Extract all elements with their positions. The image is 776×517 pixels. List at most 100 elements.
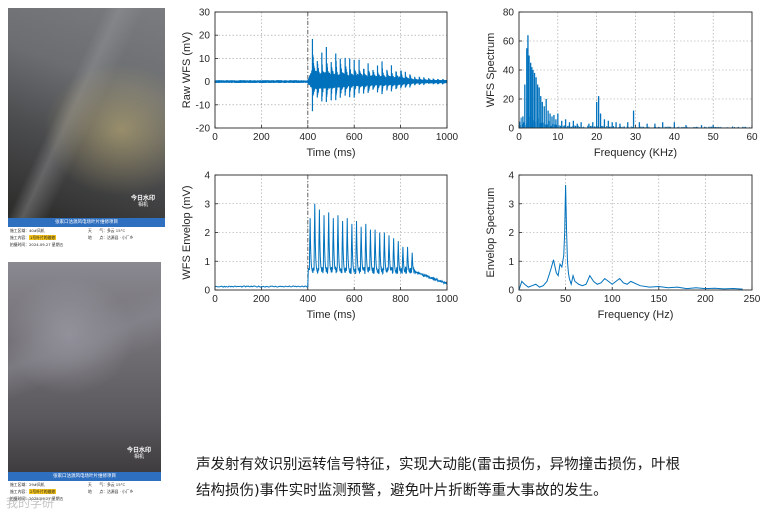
blade-photo-top: 今日水印 相机 张家口沽源风电场叶片维修项目 施工区域：40#风机 天 气：多云 … <box>8 8 165 256</box>
x-tick-label: 250 <box>744 294 761 305</box>
info-label: 施工区域： <box>10 228 29 233</box>
caption-line-2: 结构损伤)事件实时监测预警，避免叶片折断等重大事故的发生。 <box>196 483 608 499</box>
stamp-subtitle: 相机 <box>137 202 148 208</box>
project-title: 张家口沽源风电场叶片维修项目 <box>8 472 161 481</box>
x-tick-label: 800 <box>392 132 409 143</box>
stamp-subtitle: 相机 <box>133 454 144 460</box>
x-tick-label: 40 <box>669 132 681 143</box>
info-left: 施工内容：2号叶片的维修 <box>10 488 57 495</box>
y-tick-label: 1 <box>508 257 514 268</box>
info-value: 29#风机 <box>28 482 45 487</box>
info-grid: 施工区域：40#风机 天 气：多云 15°C 施工内容：1号叶片的维修 地 点：沽源县… <box>8 227 165 248</box>
y-tick-label: 0 <box>508 124 514 135</box>
x-tick-label: 200 <box>253 132 270 143</box>
y-tick-label: 10 <box>199 54 211 65</box>
y-tick-label: 0 <box>508 286 514 297</box>
series-raw-wfs <box>214 38 448 112</box>
x-tick-label: 30 <box>630 132 642 143</box>
y-tick-label: 30 <box>199 8 211 19</box>
info-value: 2024.09.27 星期五 <box>28 496 64 501</box>
x-tick-label: 100 <box>604 294 621 305</box>
y-axis-label: WFS Envelop (mV) <box>181 185 193 279</box>
info-row: 施工内容：1号叶片的维修 地 点：沽源县 · 小厂乡 <box>8 234 165 241</box>
x-tick-label: 0 <box>212 294 218 305</box>
series-wfs-spectrum <box>519 35 752 128</box>
stamp-title: 今日水印 <box>130 195 155 202</box>
info-left: 施工区域：40#风机 <box>10 227 45 234</box>
x-tick-label: 400 <box>299 294 316 305</box>
y-tick-label: 60 <box>503 37 515 48</box>
x-axis-label: Time (ms) <box>306 309 355 321</box>
x-tick-label: 50 <box>708 132 720 143</box>
info-left: 施工区域：29#风机 <box>10 481 45 488</box>
x-axis-label: Time (ms) <box>306 147 355 159</box>
info-label: 施工区域： <box>10 482 29 487</box>
info-left: 施工内容：1号叶片的维修 <box>10 234 57 241</box>
info-right: 地 点：沽源县 · 小厂乡 <box>88 489 134 494</box>
x-tick-label: 150 <box>650 294 667 305</box>
photo-info-panel: 张家口沽源风电场叶片维修项目 施工区域：29#风机天 气：多云 15°C 施工内容… <box>8 472 161 512</box>
photo-info-panel: 张家口沽源风电场叶片维修项目 施工区域：40#风机天 气：多云 15°C 施工内容… <box>8 218 165 256</box>
y-tick-label: 20 <box>503 95 515 106</box>
y-tick-label: 1 <box>204 257 210 268</box>
x-tick-label: 60 <box>746 132 758 143</box>
series-envelope-spectrum <box>518 185 743 291</box>
plot-frame <box>214 174 448 291</box>
x-tick-label: 0 <box>516 294 522 305</box>
info-left: 拍摄时间：2024.09.27 星期五 <box>10 241 63 248</box>
x-tick-label: 10 <box>552 132 564 143</box>
y-axis-label: WFS Spectrum <box>485 33 497 108</box>
camera-stamp: 今日水印 相机 <box>126 447 151 461</box>
y-tick-label: 4 <box>204 171 210 182</box>
source-watermark: 我的学研 <box>6 496 55 510</box>
stamp-title: 今日水印 <box>126 447 151 454</box>
info-label: 施工内容： <box>10 235 29 240</box>
x-tick-label: 1000 <box>436 132 459 143</box>
x-tick-label: 1000 <box>436 294 459 305</box>
info-right: 天 气：多云 15°C <box>88 228 126 233</box>
info-grid: 施工区域：29#风机 天 气：多云 15°C 施工内容：2号叶片的维修 地 点：沽源县… <box>8 481 161 502</box>
blade-photo-bottom: 今日水印 相机 张家口沽源风电场叶片维修项目 施工区域：29#风机 天 气：多云 … <box>8 262 161 512</box>
info-label: 拍摄时间： <box>10 242 29 247</box>
y-tick-label: -20 <box>196 124 211 135</box>
y-tick-label: 0 <box>204 77 210 88</box>
blade-image <box>8 262 161 472</box>
info-row: 施工区域：40#风机 天 气：多云 15°C <box>8 227 165 234</box>
info-row: 施工区域：29#风机 天 气：多云 15°C <box>8 481 161 488</box>
info-row: 施工内容：2号叶片的维修 地 点：沽源县 · 小厂乡 <box>8 488 161 495</box>
info-right: 地 点：沽源县 · 小厂乡 <box>88 235 134 240</box>
caption-line-1: 声发射有效识别运转信号特征，实现大动能(雷击损伤，异物撞击损伤，叶根 <box>196 457 681 473</box>
x-axis-label: Frequency (KHz) <box>594 147 677 159</box>
caption: 声发射有效识别运转信号特征，实现大动能(雷击损伤，异物撞击损伤，叶根 结构损伤)… <box>196 452 756 504</box>
x-tick-label: 200 <box>253 294 270 305</box>
info-right: 天 气：多云 15°C <box>88 482 126 487</box>
y-axis-label: Envelop Spectrum <box>485 188 497 278</box>
x-tick-label: 400 <box>299 132 316 143</box>
y-tick-label: 0 <box>204 286 210 297</box>
x-tick-label: 600 <box>346 132 363 143</box>
x-tick-label: 0 <box>212 132 218 143</box>
plot-frame <box>518 174 753 291</box>
y-tick-label: 3 <box>204 199 210 210</box>
plot-frame <box>214 11 448 129</box>
y-tick-label: 40 <box>503 66 515 77</box>
info-row: 拍摄时间：2024.09.27 星期五 <box>8 241 165 248</box>
x-tick-label: 200 <box>697 294 714 305</box>
info-value: 2024.09.27 星期五 <box>28 242 64 247</box>
info-left: 拍摄时间：2024.09.27 星期五 <box>10 495 63 502</box>
info-label: 拍摄时间： <box>10 496 29 501</box>
info-row: 拍摄时间：2024.09.27 星期五 <box>8 495 161 502</box>
x-axis-label: Frequency (Hz) <box>598 309 674 321</box>
y-axis-label: Raw WFS (mV) <box>181 32 193 108</box>
y-tick-label: 2 <box>204 228 210 239</box>
info-value: 1号叶片的维修 <box>28 235 57 240</box>
y-tick-label: 80 <box>503 8 515 19</box>
y-tick-label: -10 <box>196 100 211 111</box>
info-value: 2号叶片的维修 <box>28 489 57 494</box>
info-label: 施工内容： <box>10 489 29 494</box>
project-title: 张家口沽源风电场叶片维修项目 <box>8 218 165 227</box>
y-tick-label: 4 <box>508 171 514 182</box>
camera-stamp: 今日水印 相机 <box>130 195 155 209</box>
y-tick-label: 3 <box>508 199 514 210</box>
